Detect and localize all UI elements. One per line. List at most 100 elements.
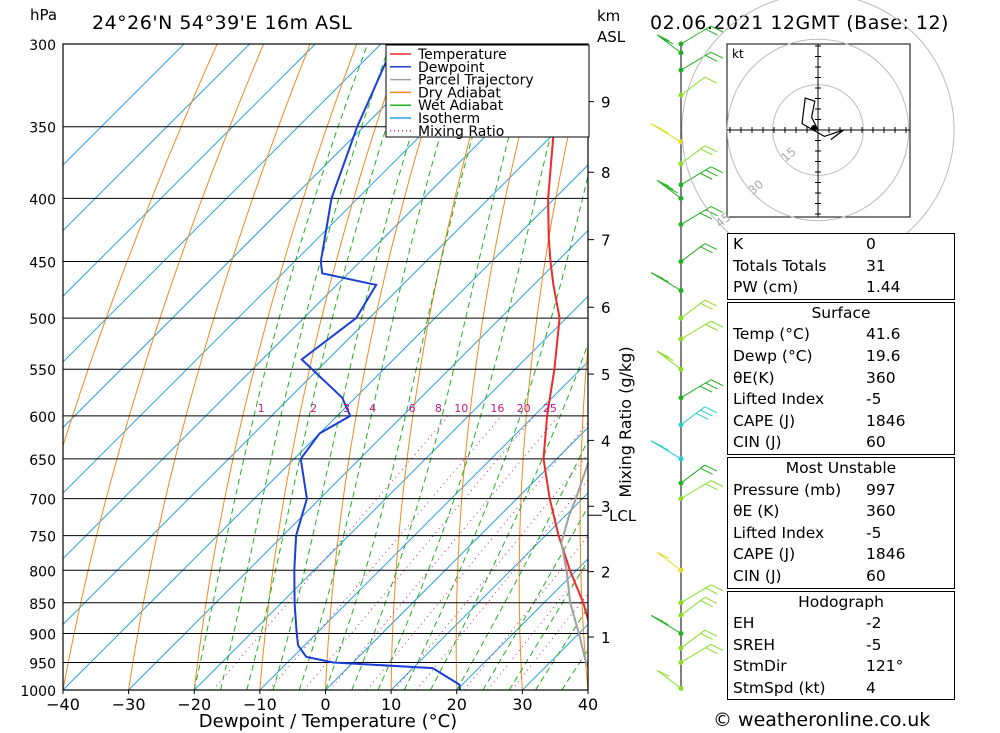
wind-barb-feather [656, 551, 670, 559]
hodograph-stats-title: Hodograph [798, 592, 884, 611]
index-totals-label: Totals Totals [733, 256, 827, 275]
pressure-tick-label: 600 [29, 410, 56, 426]
mu-lifted-index: Lifted Index -5 [728, 523, 954, 545]
pressure-tick-label: 350 [29, 121, 56, 137]
mixing-ratio-line [394, 453, 588, 690]
dry-adiabat-line [193, 44, 358, 690]
wind-barb-shaft [680, 243, 706, 262]
hodo-stmspd-label: StmSpd (kt) [733, 678, 826, 697]
pressure-tick-label: 900 [29, 627, 56, 643]
legend-label: Parcel Trajectory [418, 73, 534, 89]
height-unit-label: km ASL [597, 6, 625, 48]
legend-label: Wet Adiabat [418, 98, 504, 114]
mixing-ratio-label: 8 [435, 402, 442, 415]
wind-barb-shaft [680, 584, 712, 604]
pressure-tick-label: 550 [29, 363, 56, 379]
wind-barb-shaft [656, 669, 682, 689]
wind-barb-feather [700, 246, 713, 254]
hodo-stmdir: StmDir 121° [728, 656, 954, 678]
wind-barb-feather [700, 467, 713, 475]
mixing-ratio-label: 25 [543, 402, 557, 415]
dry-adiabat-line [259, 44, 404, 690]
mixing-ratio-label: 6 [409, 402, 416, 415]
x-tick-label: −40 [46, 695, 80, 714]
mu-theta-e-value: 360 [866, 502, 896, 521]
hodo-stmspd-value: 4 [866, 678, 876, 697]
wind-barb-feather [700, 302, 713, 310]
pressure-tick-label: 850 [29, 597, 56, 613]
wind-barb-shaft [680, 206, 712, 225]
wet-adiabat-line [272, 44, 441, 690]
hodograph-trace [801, 97, 844, 141]
hodo-stmspd: StmSpd (kt) 4 [728, 678, 954, 700]
pressure-axis: 300 350 400 450 500 550 600 650 700 750 800 850 900 9… [20, 38, 56, 700]
copyright-link[interactable]: © weatheronline.co.uk [713, 709, 931, 731]
wind-barb-feather [700, 148, 713, 156]
surface-cin: CIN (J) 60 [728, 432, 954, 454]
wind-barb-feather [705, 647, 718, 655]
wind-barb-feather [656, 126, 669, 134]
wind-barb-feather [656, 618, 669, 626]
dry-adiabat-line [455, 44, 544, 690]
x-tick-label: 40 [578, 695, 598, 714]
wind-barb-feather [656, 350, 670, 358]
surface-cin-label: CIN (J) [733, 433, 782, 452]
x-axis-label: Dewpoint / Temperature (°C) [199, 711, 457, 732]
isotherm-line [63, 164, 588, 690]
mu-cape-value: 1846 [866, 545, 906, 564]
wind-barb-feather [700, 632, 713, 640]
wind-barb-feather [705, 587, 718, 595]
isotherm-line [390, 492, 588, 690]
wind-barb-feather [699, 385, 713, 393]
wind-barb-shaft [656, 34, 682, 54]
wind-barb-feather [704, 145, 718, 153]
surface-dewp: Dewp (°C) 19.6 [728, 346, 954, 368]
pressure-tick-label: 650 [29, 453, 56, 469]
hodo-stmdir-value: 121° [866, 657, 904, 676]
wind-barb-feather [661, 183, 674, 191]
isotherm-line [63, 44, 250, 232]
wind-barb-feather [656, 669, 670, 677]
mixing-ratio-label: 2 [310, 402, 317, 415]
surface-title: Surface [811, 303, 871, 322]
mixing-ratio-label: 4 [369, 402, 376, 415]
most-unstable-title: Most Unstable [785, 458, 897, 477]
height-unit-km: km [597, 7, 621, 25]
wind-barb-feather [705, 323, 718, 331]
wind-barb-shaft [680, 25, 712, 45]
x-tick-label: −20 [177, 695, 211, 714]
x-tick-label: 20 [447, 695, 467, 714]
wind-barb-feather [704, 299, 718, 307]
wind-barb-shaft [680, 76, 706, 96]
wind-barb-shaft [680, 379, 712, 399]
km-tick-label: 8 [601, 164, 611, 182]
surface-temp: Temp (°C) 41.6 [728, 324, 954, 346]
x-tick-label: 10 [381, 695, 401, 714]
hodo-sreh: SREH -5 [728, 635, 954, 657]
hodo-stmdir-label: StmDir [733, 657, 787, 676]
wind-barb-feather [710, 584, 724, 592]
isotherm-line [63, 44, 382, 363]
x-tick-label: −10 [243, 695, 277, 714]
wind-barb-feather [704, 464, 718, 472]
height-axis: 1 2 3 4 5 6 7 8 9 LCL [588, 94, 637, 647]
x-tick-label: 30 [512, 695, 532, 714]
dry-adiabat-line [128, 44, 311, 690]
wind-barb-feather [705, 28, 718, 36]
mu-cin-value: 60 [866, 566, 886, 585]
wind-barb-feather [710, 51, 724, 59]
wind-barb-feather [704, 596, 718, 604]
isotherm-line [128, 229, 588, 690]
wet-adiabat-line [430, 342, 588, 690]
isotherm-line [456, 558, 588, 690]
wet-adiabat-line [377, 44, 575, 690]
height-unit-asl: ASL [597, 28, 626, 46]
wet-adiabat-line [298, 44, 469, 690]
wind-barb-shaft [680, 320, 712, 340]
legend-label: Mixing Ratio [418, 124, 504, 140]
mixing-ratio-line [366, 422, 588, 690]
wind-barb-shaft [680, 51, 712, 71]
isotherm-line [63, 44, 185, 166]
